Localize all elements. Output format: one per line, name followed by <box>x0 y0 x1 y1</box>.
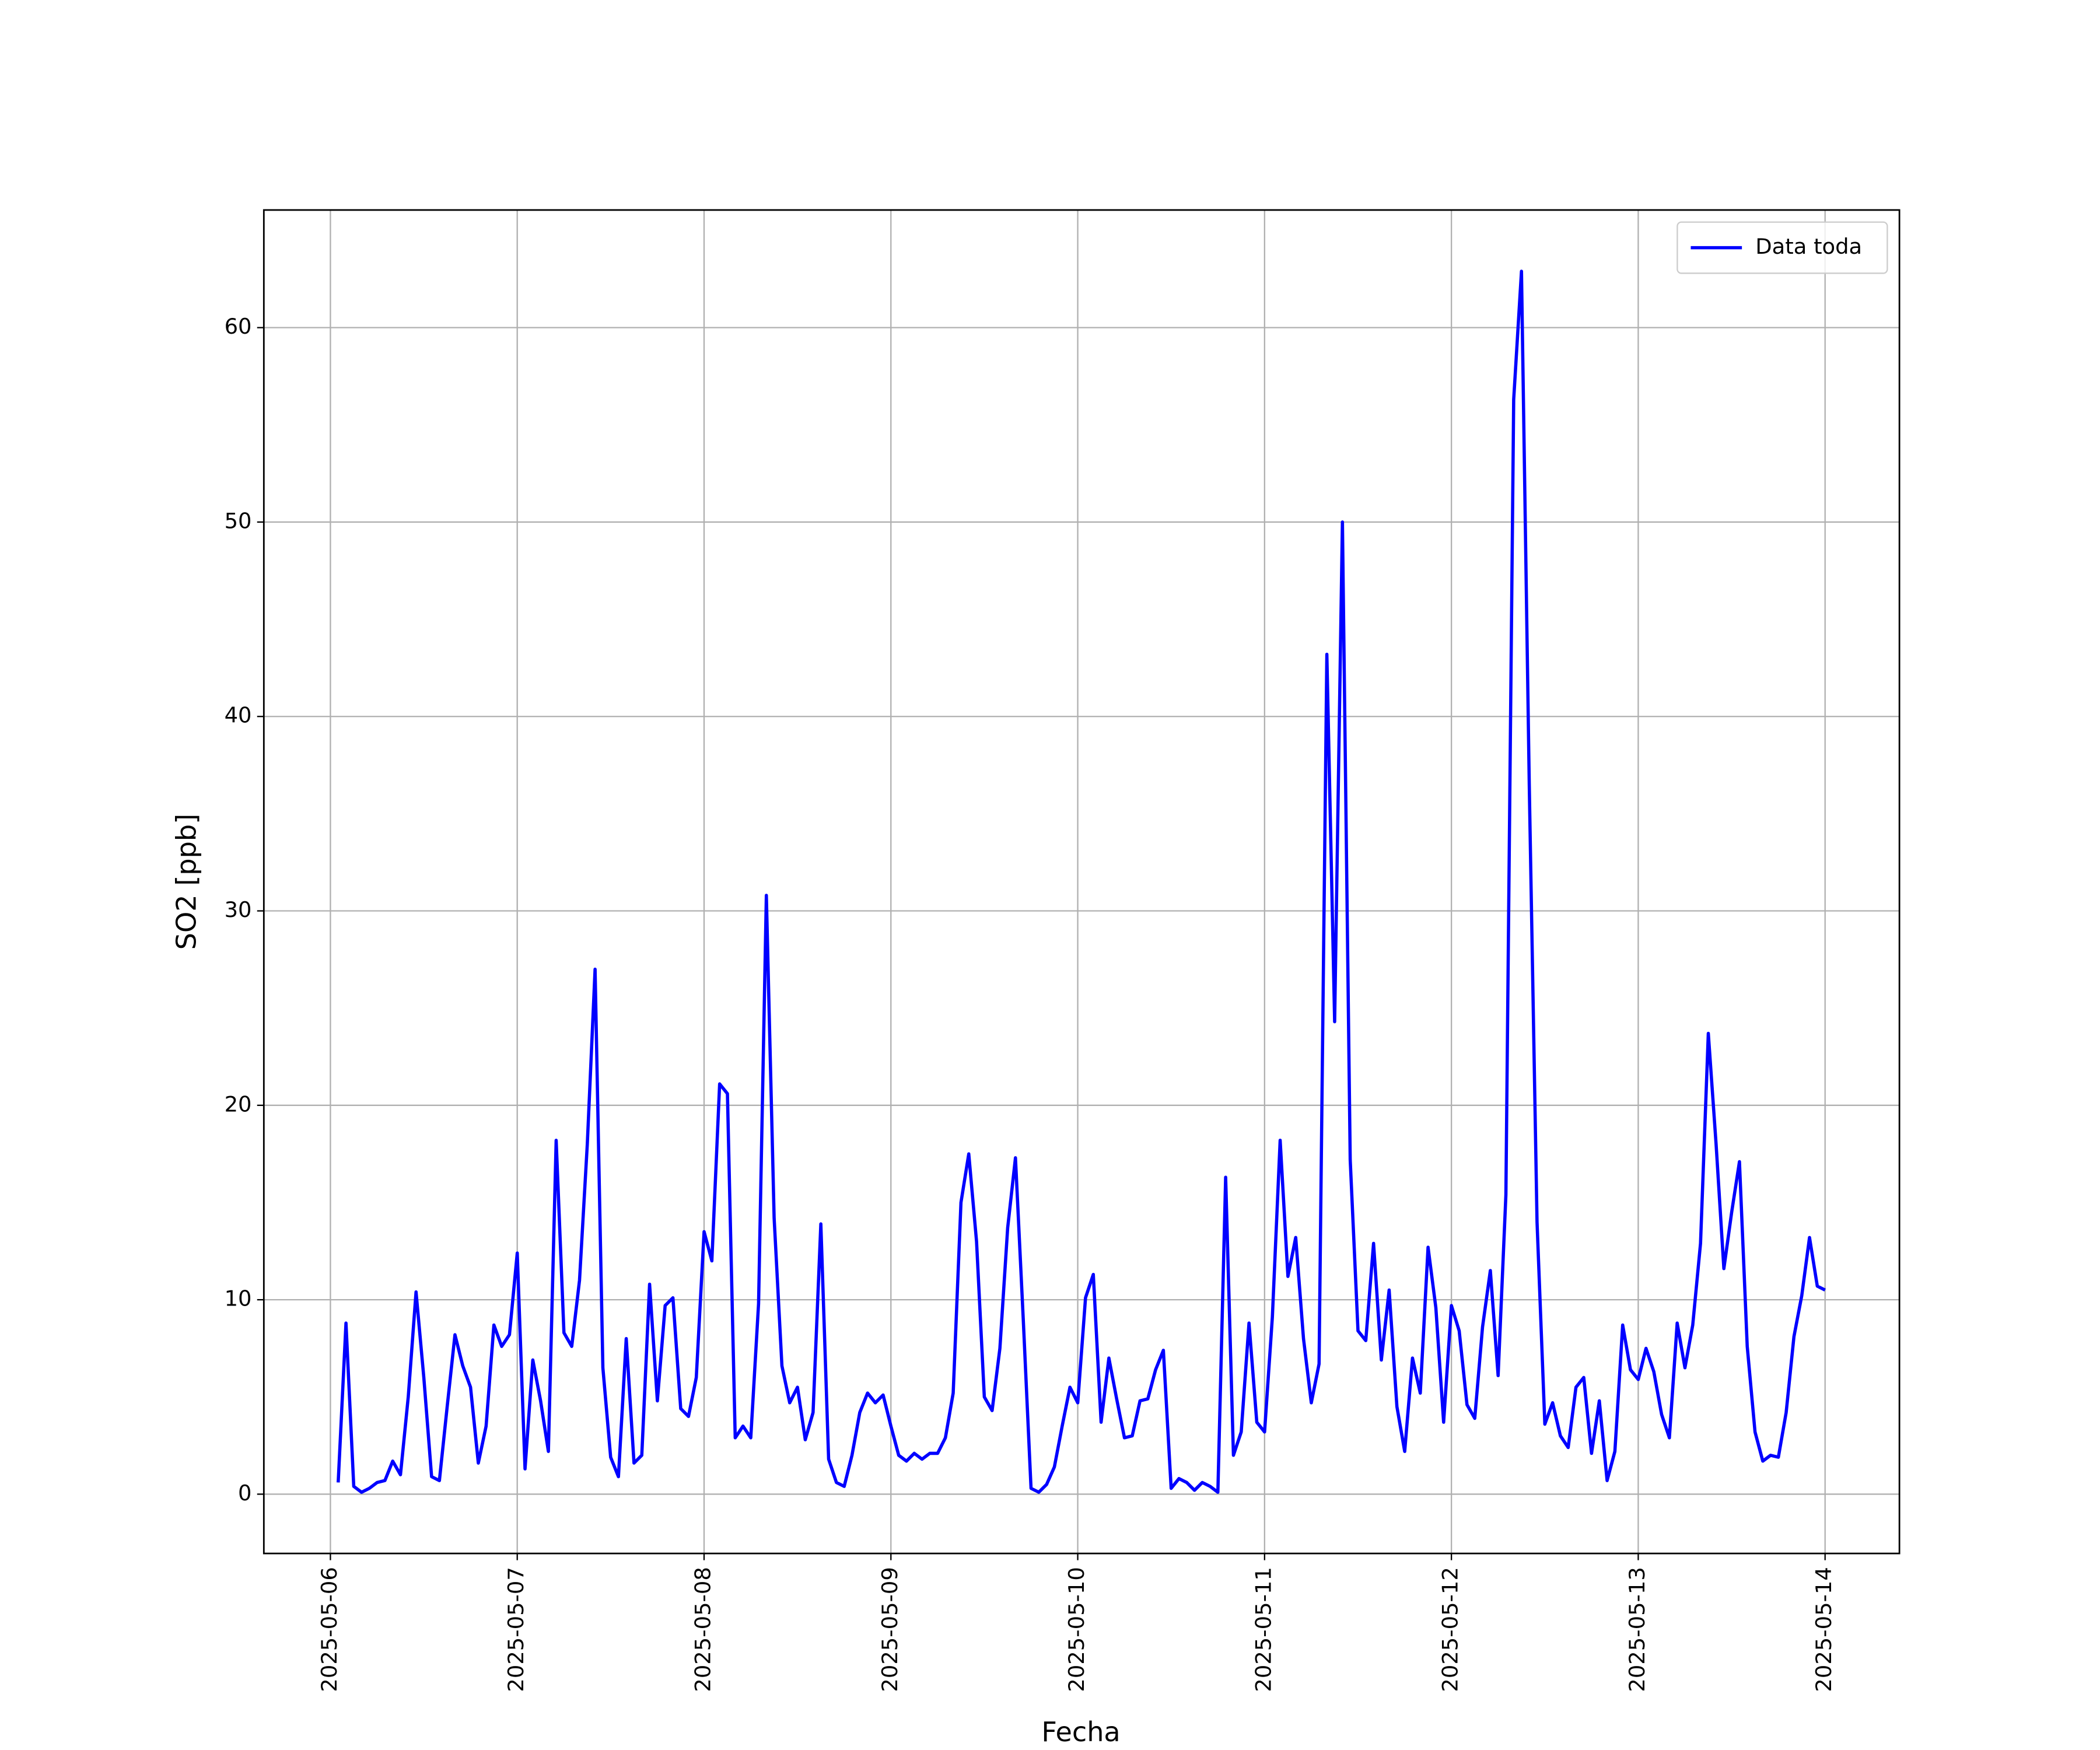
y-tick-label: 10 <box>225 1286 252 1311</box>
y-tick-label: 50 <box>225 508 252 533</box>
x-tick-label: 2025-05-08 <box>690 1567 715 1692</box>
x-axis-label: Fecha <box>1041 1716 1120 1748</box>
x-tick-label: 2025-05-11 <box>1251 1567 1276 1692</box>
y-tick-label: 30 <box>225 897 252 922</box>
y-axis-label: SO2 [ppb] <box>171 814 202 950</box>
legend-label: Data toda <box>1755 234 1862 259</box>
legend: Data toda <box>1676 221 1888 274</box>
y-tick-label: 20 <box>225 1091 252 1116</box>
x-tick-label: 2025-05-06 <box>317 1567 342 1692</box>
y-tick-label: 0 <box>238 1480 251 1506</box>
x-tick-label: 2025-05-14 <box>1811 1567 1836 1692</box>
plot-frame <box>262 209 1901 1555</box>
x-tick-label: 2025-05-10 <box>1064 1567 1089 1692</box>
x-tick-label: 2025-05-13 <box>1625 1567 1650 1692</box>
x-tick-label: 2025-05-12 <box>1438 1567 1463 1692</box>
x-tick-label: 2025-05-09 <box>877 1567 902 1692</box>
y-tick-label: 40 <box>225 703 252 728</box>
data-line <box>336 270 1826 1494</box>
x-tick-label: 2025-05-07 <box>503 1567 528 1692</box>
y-tick-label: 60 <box>225 314 252 339</box>
legend-box <box>1676 221 1888 274</box>
